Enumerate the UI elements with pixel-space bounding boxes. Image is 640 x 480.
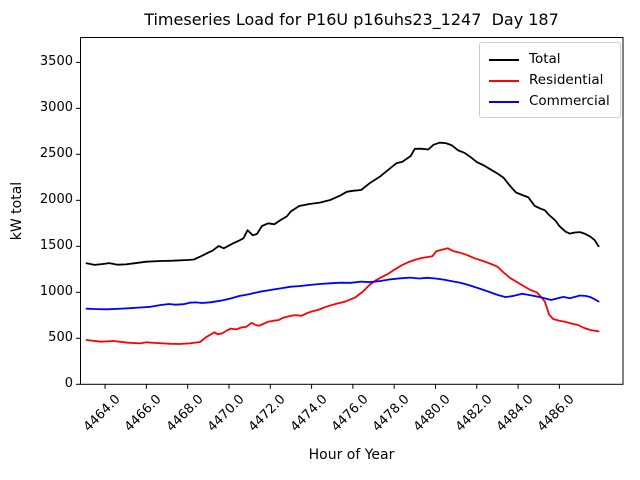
axes-frame: [80, 37, 624, 385]
x-axis-label: Hour of Year: [308, 447, 395, 463]
legend-label: Commercial: [529, 93, 610, 109]
y-tick-label: 500: [48, 330, 73, 346]
y-tick-label: 0: [64, 376, 73, 392]
y-tick-label: 3500: [39, 54, 73, 70]
legend-item-residential: Residential: [489, 70, 611, 91]
legend-label: Total: [529, 51, 561, 67]
legend-line-swatch: [489, 58, 519, 61]
legend-item-total: Total: [489, 49, 611, 70]
series-line-residential: [85, 247, 600, 345]
y-tick-label: 2500: [39, 146, 73, 162]
legend: Total Residential Commercial: [479, 42, 621, 118]
legend-line-swatch: [489, 100, 519, 103]
series-line-total: [85, 141, 600, 266]
series-line-commercial: [85, 276, 600, 311]
chart-title: Timeseries Load for P16U p16uhs23_1247 D…: [144, 10, 559, 29]
legend-item-commercial: Commercial: [489, 91, 611, 112]
y-tick-label: 2000: [39, 192, 73, 208]
y-tick-label: 1000: [39, 284, 73, 300]
y-tick-label: 3000: [39, 100, 73, 116]
legend-line-swatch: [489, 79, 519, 82]
legend-label: Residential: [529, 72, 604, 88]
y-tick-label: 1500: [39, 238, 73, 254]
